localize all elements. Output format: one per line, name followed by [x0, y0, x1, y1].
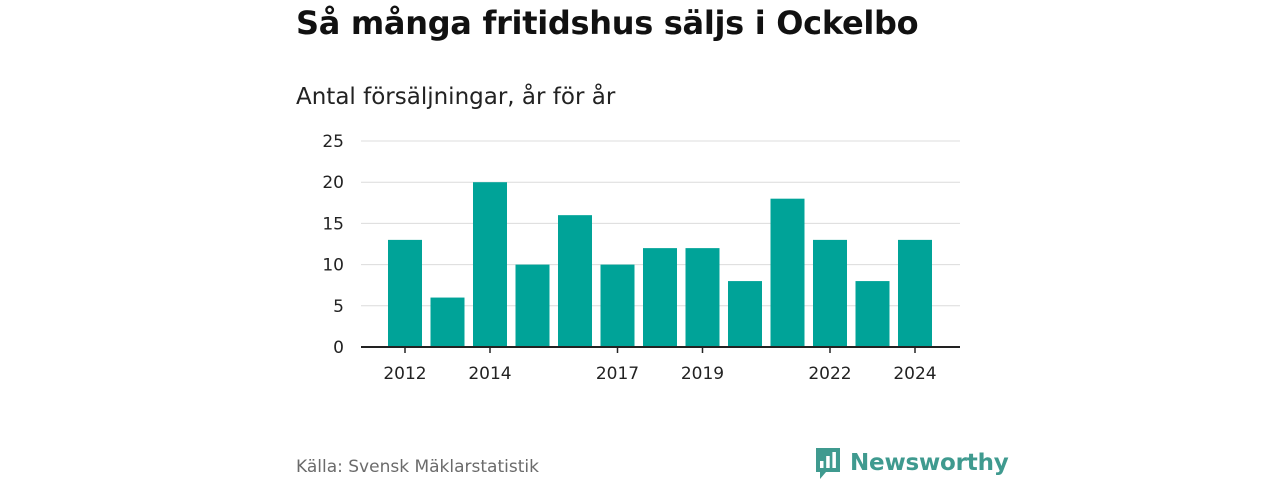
chart-title: Så många fritidshus säljs i Ockelbo	[296, 4, 919, 42]
source-note: Källa: Svensk Mäklarstatistik	[296, 457, 539, 477]
bar-2014	[473, 182, 507, 347]
bar-2018	[643, 248, 677, 347]
bar-2020	[728, 281, 762, 347]
y-tick-label: 10	[322, 256, 344, 276]
y-tick-label: 25	[322, 132, 344, 152]
y-tick-label: 20	[322, 173, 344, 193]
bars	[388, 182, 932, 347]
y-axis-ticks: 0 5 10 15 20 25	[322, 132, 344, 358]
x-tick-label: 2019	[681, 364, 724, 384]
x-tick-label: 2017	[596, 364, 639, 384]
bar-2019	[685, 248, 720, 347]
x-tick-label: 2024	[893, 364, 936, 384]
y-tick-label: 0	[333, 338, 344, 358]
brand-logo: Newsworthy	[814, 446, 1009, 480]
bar-2022	[813, 239, 847, 347]
x-axis-ticks: 2012 2014 2017 2019 2022 2024	[383, 347, 937, 384]
bar-chart-speech-bubble-icon	[816, 448, 840, 479]
bar-2023	[855, 281, 890, 347]
bar-2017	[600, 264, 635, 347]
y-tick-label: 15	[322, 214, 344, 234]
y-tick-label: 5	[333, 297, 344, 317]
bar-2012	[388, 239, 422, 347]
bar-2013	[430, 297, 465, 347]
bar-2021	[770, 198, 805, 347]
x-tick-label: 2022	[808, 364, 851, 384]
bar-2024	[898, 239, 932, 347]
bar-2015	[515, 264, 550, 347]
brand-name: Newsworthy	[850, 450, 1009, 476]
bar-2016	[558, 215, 592, 347]
bar-chart: 0 5 10 15 20 25 2012 2014 2017 2019 2022 2024	[322, 132, 960, 384]
x-tick-label: 2014	[468, 364, 511, 384]
chart-subtitle: Antal försäljningar, år för år	[296, 84, 616, 110]
x-tick-label: 2012	[383, 364, 426, 384]
